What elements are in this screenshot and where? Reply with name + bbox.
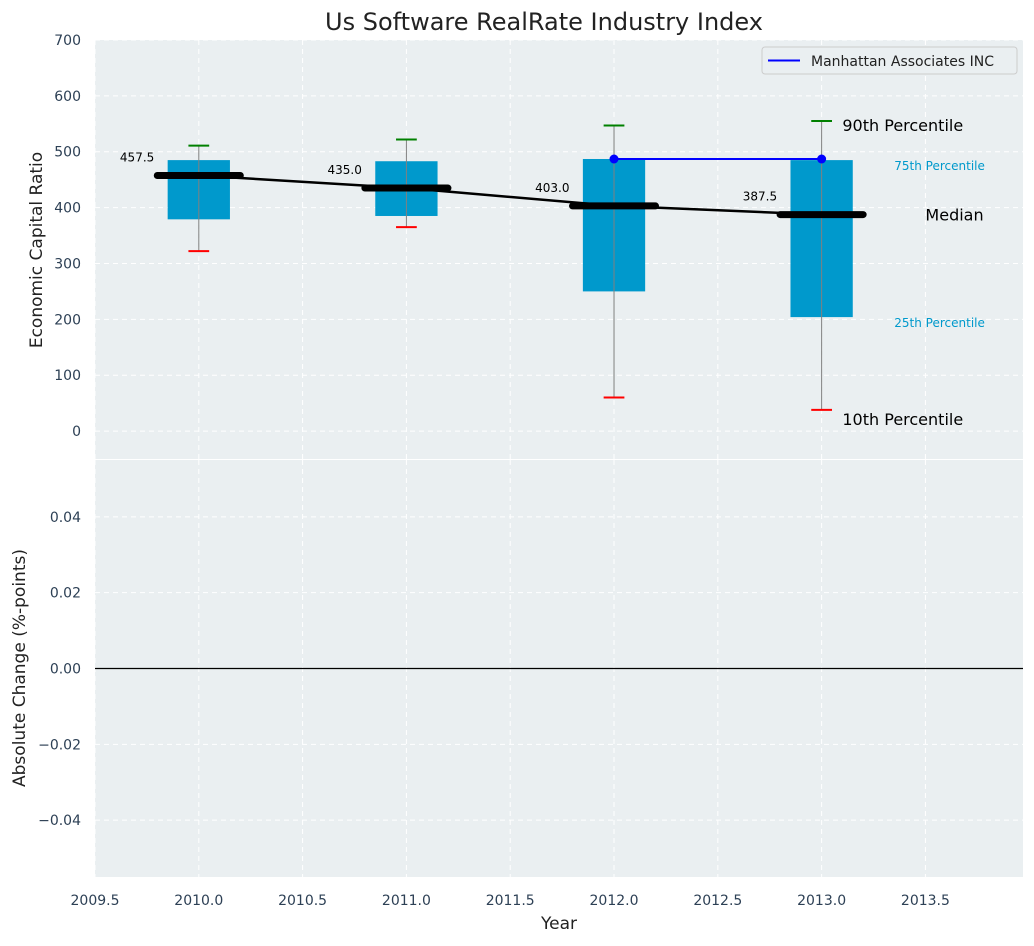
legend: Manhattan Associates INC — [761, 46, 1018, 75]
x-tick-label: 2013.0 — [797, 893, 846, 909]
bottom-y-tick-label: 0.04 — [50, 510, 81, 526]
top-y-tick-label: 700 — [54, 33, 81, 49]
top-y-tick-label: 600 — [54, 89, 81, 105]
bottom-y-tick-label: 0.02 — [50, 586, 81, 602]
bottom-y-tick-label: 0.00 — [50, 662, 81, 678]
top-y-axis-label: Economic Capital Ratio — [27, 152, 47, 348]
x-axis-label: Year — [540, 914, 577, 934]
top-plot-area — [95, 40, 1023, 459]
chart-title: Us Software RealRate Industry Index — [325, 8, 763, 36]
top-y-tick-label: 100 — [54, 368, 81, 384]
gridlines — [94, 39, 1023, 877]
top-y-tick-label: 500 — [54, 145, 81, 161]
x-tick-label: 2013.5 — [901, 893, 950, 909]
bottom-y-tick-label: −0.04 — [38, 813, 81, 829]
x-tick-label: 2012.0 — [590, 893, 639, 909]
x-tick-label: 2010.5 — [278, 893, 327, 909]
median-annotation: Median — [925, 206, 983, 225]
legend-box — [761, 46, 1018, 75]
box-2013 — [790, 120, 853, 411]
median-data-label: 403.0 — [535, 181, 569, 195]
legend-label: Manhattan Associates INC — [811, 54, 994, 70]
box-2012 — [582, 124, 646, 399]
median-data-label: 457.5 — [120, 150, 154, 164]
median-data-label: 435.0 — [328, 163, 362, 177]
company-series-point — [817, 154, 827, 164]
top-y-tick-label: 0 — [72, 424, 81, 440]
x-tick-label: 2010.0 — [174, 893, 223, 909]
p75-annotation: 75th Percentile — [894, 159, 985, 173]
company-series-point — [609, 154, 619, 164]
p10-annotation: 10th Percentile — [842, 410, 963, 429]
median-trend-line — [198, 174, 822, 216]
x-tick-label: 2011.5 — [486, 893, 535, 909]
top-y-tick-label: 300 — [54, 256, 81, 272]
top-y-tick-label: 200 — [54, 312, 81, 328]
x-tick-label: 2011.0 — [382, 893, 431, 909]
x-tick-label: 2012.5 — [693, 893, 742, 909]
x-tick-label: 2009.5 — [71, 893, 120, 909]
box-2010 — [167, 144, 230, 253]
bottom-y-axis-label: Absolute Change (%-points) — [10, 549, 30, 787]
p25-annotation: 25th Percentile — [894, 316, 985, 330]
p90-annotation: 90th Percentile — [842, 116, 963, 135]
top-y-tick-label: 400 — [54, 201, 81, 217]
bottom-y-tick-label: −0.02 — [38, 737, 81, 753]
median-data-label: 387.5 — [743, 190, 777, 204]
